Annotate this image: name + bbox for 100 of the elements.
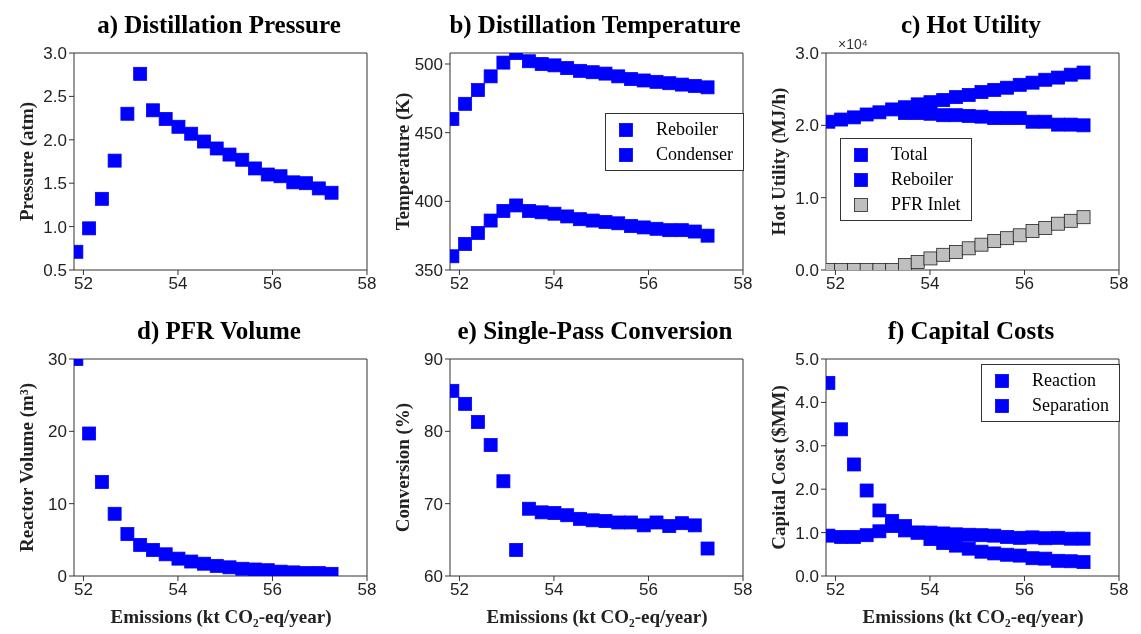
y-tick-label: 10: [48, 494, 67, 514]
x-axis-title: Emissions (kt CO₂-eq/year): [109, 606, 333, 628]
y-tick-label: 0.0: [795, 567, 819, 587]
x-tick-label: 58: [357, 580, 377, 600]
point: [1076, 118, 1091, 133]
point: [197, 134, 211, 149]
point: [923, 251, 938, 266]
x-tick-label: 52: [825, 274, 845, 294]
point: [209, 141, 224, 156]
point: [1076, 555, 1091, 570]
point: [509, 198, 524, 213]
y-tick-label: 3.0: [43, 44, 67, 64]
y-tick-label: 450: [414, 123, 443, 143]
point: [496, 55, 511, 70]
point: [248, 161, 262, 176]
point: [1076, 210, 1091, 225]
x-tick-label: 58: [1109, 274, 1129, 294]
point: [834, 422, 849, 437]
chart-title: a) Distillation Pressure: [96, 10, 342, 40]
point: [1000, 231, 1014, 246]
point: [1025, 224, 1040, 238]
x-tick-label: 56: [639, 580, 658, 600]
y-tick-label: 0.5: [43, 261, 67, 281]
x-tick-label: 54: [168, 274, 188, 294]
point: [483, 69, 498, 84]
point: [1076, 531, 1091, 546]
point: [94, 191, 109, 206]
point: [1051, 216, 1065, 231]
point: [898, 258, 912, 270]
point: [107, 153, 122, 168]
point: [458, 237, 473, 251]
point: [120, 527, 135, 541]
y-tick-label: 70: [424, 494, 443, 514]
y-tick-label: 4.0: [795, 393, 819, 413]
y-tick-label: 5.0: [795, 350, 819, 370]
point: [1012, 228, 1027, 243]
legend-label: Total: [891, 144, 928, 165]
point: [846, 457, 861, 472]
point: [222, 147, 237, 162]
chart-title: c) Hot Utility: [900, 11, 1042, 38]
point: [974, 237, 989, 252]
point: [859, 483, 874, 498]
point: [1076, 65, 1091, 80]
y-axis-title: Temperature (K): [391, 92, 414, 231]
point: [133, 538, 148, 552]
point: [133, 66, 148, 81]
y-tick-label: 20: [48, 422, 67, 442]
point: [311, 181, 326, 196]
point: [82, 221, 97, 236]
y-tick-label: 0.0: [795, 261, 819, 281]
chart-title: d) PFR Volume: [136, 316, 302, 346]
y-tick-label: 80: [424, 422, 443, 442]
y-tick-label: 1.0: [795, 188, 819, 208]
x-tick-label: 54: [544, 274, 564, 294]
y-tick-label: 2.0: [43, 130, 67, 150]
point: [496, 204, 511, 218]
point: [184, 126, 199, 141]
point: [107, 506, 122, 521]
legend-label: Reaction: [1032, 370, 1096, 391]
point: [700, 541, 715, 556]
x-tick-label: 56: [639, 274, 658, 294]
point: [120, 106, 135, 121]
y-tick-label: 2.0: [795, 116, 819, 136]
chart-title: f) Capital Costs: [886, 316, 1056, 346]
x-tick-label: 52: [449, 580, 469, 600]
point: [235, 152, 250, 167]
x-tick-label: 54: [920, 274, 940, 294]
y-axis-title: Hot Utility (MJ/h): [767, 87, 790, 236]
point: [146, 103, 160, 118]
point: [496, 474, 511, 489]
point: [1063, 213, 1078, 228]
x-tick-label: 52: [449, 274, 469, 294]
point: [286, 175, 301, 190]
x-tick-label: 58: [733, 580, 753, 600]
y-tick-label: 1.5: [43, 174, 67, 194]
point: [949, 245, 963, 259]
point: [483, 438, 498, 452]
legend-label: Separation: [1032, 395, 1109, 416]
point: [522, 501, 536, 516]
y-tick-label: 350: [414, 261, 443, 281]
point: [470, 226, 485, 240]
point: [872, 524, 887, 539]
y-tick-label: 500: [414, 55, 443, 75]
y-tick-label: 60: [424, 567, 443, 587]
point: [324, 185, 339, 200]
point: [509, 543, 524, 557]
point: [260, 167, 275, 182]
y-tick-label: 2.0: [795, 480, 819, 500]
legend-label: Reboiler: [656, 119, 718, 140]
y-tick-label: 2.5: [43, 87, 67, 107]
y-tick-label: 3.0: [795, 44, 819, 64]
x-tick-label: 56: [263, 274, 282, 294]
point: [158, 547, 173, 562]
point: [470, 415, 485, 429]
y-tick-label: 1.0: [795, 523, 819, 543]
x-tick-label: 54: [920, 580, 940, 600]
point: [458, 396, 473, 411]
point: [987, 234, 1002, 248]
point: [1038, 221, 1053, 235]
x-tick-label: 56: [1015, 580, 1034, 600]
